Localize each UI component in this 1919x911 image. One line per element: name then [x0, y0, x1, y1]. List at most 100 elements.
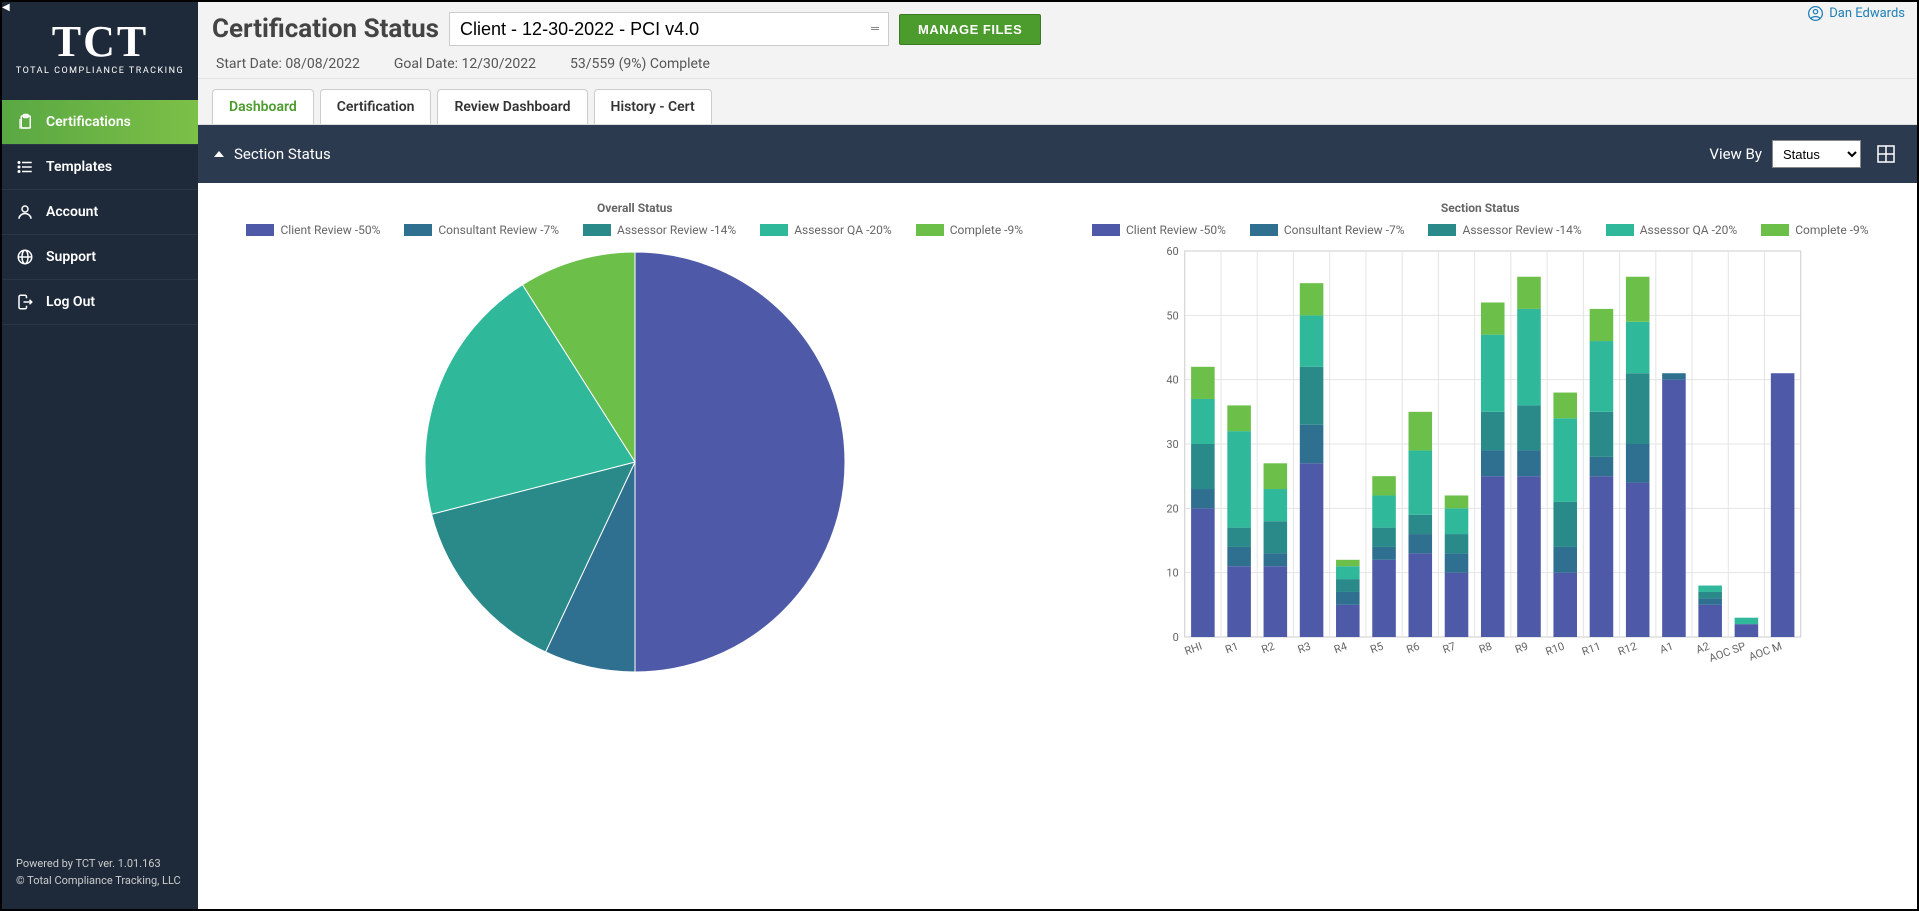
tab-history-cert[interactable]: History - Cert: [594, 89, 712, 124]
legend-label: Complete -9%: [1795, 223, 1868, 237]
svg-text:R12: R12: [1616, 640, 1638, 659]
bar-segment: [1372, 495, 1396, 527]
grid-toggle-icon[interactable]: [1871, 139, 1901, 169]
legend-item: Consultant Review -7%: [1250, 223, 1405, 237]
caret-up-icon[interactable]: [214, 151, 224, 157]
svg-text:40: 40: [1166, 374, 1178, 387]
bar-segment: [1299, 283, 1323, 315]
svg-text:R4: R4: [1332, 640, 1349, 657]
bar-segment: [1625, 483, 1649, 637]
bar-segment: [1698, 605, 1722, 637]
bar-segment: [1480, 335, 1504, 412]
header: Certification Status Client - 12-30-2022…: [198, 2, 1917, 79]
user-circle-icon: [1808, 6, 1823, 21]
legend-item: Client Review -50%: [246, 223, 380, 237]
tabs: DashboardCertificationReview DashboardHi…: [198, 79, 1917, 125]
bar-segment: [1372, 528, 1396, 547]
legend-item: Assessor Review -14%: [1428, 223, 1581, 237]
bar-segment: [1625, 277, 1649, 322]
tab-dashboard[interactable]: Dashboard: [212, 89, 314, 124]
manage-files-button[interactable]: MANAGE FILES: [899, 14, 1041, 45]
svg-text:0: 0: [1172, 631, 1178, 644]
viewby-select[interactable]: Status: [1772, 140, 1861, 168]
bar-segment: [1553, 573, 1577, 637]
bar-segment: [1589, 476, 1613, 637]
legend-item: Assessor Review -14%: [583, 223, 736, 237]
bar-segment: [1263, 553, 1287, 566]
bar-chart: 0102030405060RHIR1R2R3R4R5R6R7R8R9R10R11…: [1068, 247, 1894, 677]
svg-text:R5: R5: [1368, 640, 1385, 657]
svg-text:R11: R11: [1580, 640, 1602, 659]
logo-main: TCT: [12, 22, 188, 62]
bar-segment: [1408, 515, 1432, 534]
user-icon: [16, 203, 34, 221]
bar-segment: [1480, 450, 1504, 476]
tab-certification[interactable]: Certification: [320, 89, 432, 124]
sidebar-item-account[interactable]: Account: [2, 190, 198, 235]
sidebar-item-label: Log Out: [46, 294, 95, 310]
svg-text:AOC M: AOC M: [1747, 640, 1784, 664]
bar-segment: [1589, 341, 1613, 412]
bar-segment: [1625, 373, 1649, 444]
bar-title: Section Status: [1068, 201, 1894, 215]
user-name: Dan Edwards: [1829, 6, 1905, 21]
legend-label: Client Review -50%: [1126, 223, 1226, 237]
legend-label: Assessor QA -20%: [794, 223, 892, 237]
svg-text:30: 30: [1166, 438, 1178, 451]
bar-segment: [1372, 560, 1396, 637]
logout-icon: [16, 293, 34, 311]
bar-segment: [1191, 444, 1215, 489]
bar-segment: [1227, 566, 1251, 637]
cert-select[interactable]: Client - 12-30-2022 - PCI v4.0: [449, 12, 889, 46]
bar-segment: [1227, 405, 1251, 431]
nav: Certifications Templates AccountSupport Log…: [2, 100, 198, 842]
svg-text:R10: R10: [1543, 640, 1565, 659]
clipboard-icon: [16, 113, 34, 131]
sidebar-item-certifications[interactable]: Certifications: [2, 100, 198, 145]
bar-segment: [1227, 431, 1251, 527]
bar-segment: [1517, 405, 1541, 450]
legend-item: Complete -9%: [916, 223, 1023, 237]
bar-legend: Client Review -50% Consultant Review -7% A…: [1068, 223, 1894, 237]
section-title: Section Status: [234, 145, 331, 163]
sidebar-item-templates[interactable]: Templates: [2, 145, 198, 190]
logo-sub: TOTAL COMPLIANCE TRACKING: [12, 66, 188, 76]
page-title: Certification Status: [212, 14, 439, 44]
svg-text:R9: R9: [1513, 640, 1530, 657]
pie-title: Overall Status: [222, 201, 1048, 215]
sidebar-collapse-handle[interactable]: ◀: [2, 2, 10, 14]
legend-item: Assessor QA -20%: [760, 223, 892, 237]
bar-segment: [1263, 489, 1287, 521]
sidebar-item-support[interactable]: Support: [2, 235, 198, 280]
bar-segment: [1336, 579, 1360, 592]
pie-slice: [635, 252, 845, 672]
cert-select-wrap: Client - 12-30-2022 - PCI v4.0: [449, 12, 889, 46]
sidebar-item-log-out[interactable]: Log Out: [2, 280, 198, 325]
legend-label: Assessor Review -14%: [1462, 223, 1581, 237]
user-menu[interactable]: Dan Edwards: [1808, 6, 1905, 21]
bar-segment: [1553, 393, 1577, 419]
bar-segment: [1480, 476, 1504, 637]
legend-item: Client Review -50%: [1092, 223, 1226, 237]
bar-segment: [1336, 592, 1360, 605]
bar-segment: [1662, 373, 1686, 379]
bar-column: Section Status Client Review -50% Consult…: [1058, 201, 1904, 681]
legend-swatch: [246, 224, 274, 236]
main: Dan Edwards Certification Status Client …: [198, 2, 1917, 909]
globe-icon: [16, 248, 34, 266]
section-bar: Section Status View By Status: [198, 125, 1917, 183]
svg-text:10: 10: [1166, 567, 1178, 580]
tab-review-dashboard[interactable]: Review Dashboard: [437, 89, 587, 124]
bar-segment: [1517, 450, 1541, 476]
sidebar-item-label: Templates: [46, 159, 112, 175]
svg-text:R7: R7: [1440, 640, 1457, 657]
sidebar: TCT TOTAL COMPLIANCE TRACKING Certificat…: [2, 2, 198, 909]
legend-label: Assessor Review -14%: [617, 223, 736, 237]
list-icon: [16, 158, 34, 176]
svg-text:R3: R3: [1295, 640, 1312, 657]
bar-segment: [1625, 322, 1649, 373]
svg-text:R6: R6: [1404, 640, 1421, 657]
bar-segment: [1553, 547, 1577, 573]
bar-segment: [1553, 418, 1577, 502]
bar-segment: [1299, 463, 1323, 637]
